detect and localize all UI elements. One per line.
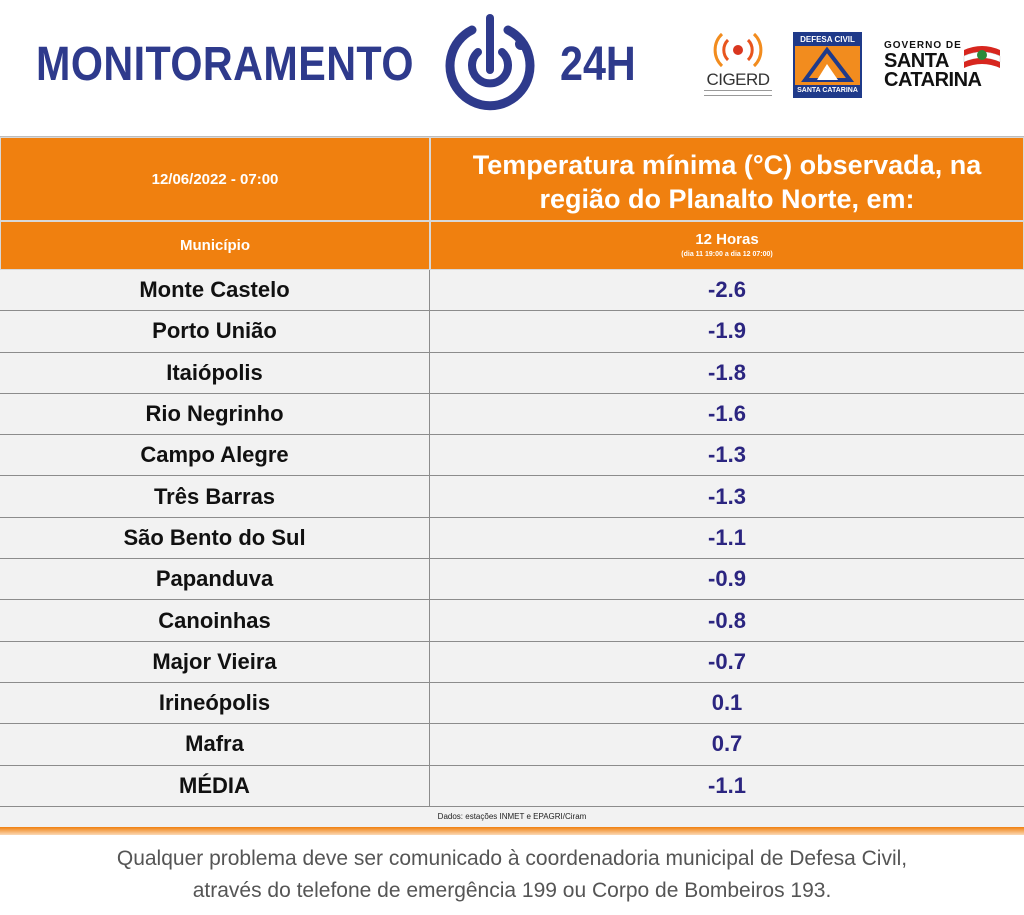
value-cell: -0.7 (708, 648, 746, 674)
brand-24h: 24H (560, 38, 636, 91)
table-row: Papanduva -0.9 (0, 559, 1024, 601)
table-row: Itaiópolis -1.8 (0, 352, 1024, 394)
municipio-cell: Porto União (0, 311, 430, 352)
value-cell: -0.8 (708, 607, 746, 633)
footer-line2: através do telefone de emergência 199 ou… (192, 879, 832, 902)
table-body: Monte Castelo -2.6 Porto União -1.9 Itaióp… (0, 270, 1024, 807)
value-cell: -1.3 (708, 442, 746, 468)
value-cell: -1.1 (708, 524, 746, 550)
municipio-cell: Três Barras (0, 476, 430, 517)
value-cell: 0.7 (711, 731, 743, 757)
triangle-icon (801, 46, 855, 82)
table-row: São Bento do Sul -1.1 (0, 517, 1024, 560)
governo-sc-logo: GOVERNO DE SANTA CATARINA (884, 40, 1004, 92)
municipio-cell: Monte Castelo (0, 270, 430, 311)
column-header-municipio: Município (0, 221, 430, 270)
defesa-bottom-text: SANTA CATARINA (795, 85, 860, 96)
table-row: Campo Alegre -1.3 (0, 435, 1024, 477)
value-cell: 0.1 (711, 690, 743, 716)
signal-icon (713, 32, 763, 68)
cigerd-logo: CIGERD (700, 28, 776, 100)
defesa-top-text: DEFESA CIVIL (795, 34, 860, 46)
period-label: 12 Horas (695, 231, 759, 248)
value-cell: -0.9 (708, 566, 746, 592)
table-row: Rio Negrinho -1.6 (0, 393, 1024, 436)
municipio-cell: Major Vieira (0, 641, 430, 682)
header: MONITORAMENTO 24H CIGERD DEFESA CIVIL SA… (0, 0, 1024, 137)
table-title-line2: região do Planalto Norte, em: (539, 184, 915, 214)
flag-icon (963, 46, 1001, 68)
defesa-civil-logo: DEFESA CIVIL SANTA CATARINA (793, 32, 862, 98)
footer-line1: Qualquer problema deve ser comunicado à … (116, 847, 908, 870)
cigerd-name: CIGERD (706, 70, 770, 89)
value-cell: -2.6 (708, 277, 746, 303)
value-cell: -1.6 (708, 401, 746, 427)
table-title: Temperatura mínima (°C) observada, na re… (430, 137, 1024, 221)
brand-title: MONITORAMENTO (36, 38, 414, 91)
value-cell: -1.1 (708, 772, 746, 798)
municipio-cell: Irineópolis (0, 682, 430, 724)
gov-line2: SANTA (884, 50, 949, 72)
table-row: Três Barras -1.3 (0, 476, 1024, 518)
table-row: Irineópolis 0.1 (0, 682, 1024, 725)
period-detail: (dia 11 19:00 a dia 12 07:00) (681, 251, 773, 258)
municipio-cell: Canoinhas (0, 600, 430, 641)
footer-notice: Qualquer problema deve ser comunicado à … (0, 835, 1024, 915)
divider-line (0, 827, 1024, 835)
gov-line1: GOVERNO DE (884, 40, 962, 51)
value-cell: -1.9 (708, 318, 746, 344)
municipio-cell: São Bento do Sul (0, 517, 430, 559)
municipio-cell: MÉDIA (0, 765, 430, 806)
table-row: Major Vieira -0.7 (0, 641, 1024, 683)
table-row: Porto União -1.9 (0, 311, 1024, 353)
municipio-cell: Rio Negrinho (0, 393, 430, 435)
table-title-line1: Temperatura mínima (°C) observada, na (472, 150, 982, 180)
value-cell: -1.3 (708, 483, 746, 509)
value-cell: -1.8 (708, 359, 746, 385)
column-header-period: 12 Horas (dia 11 19:00 a dia 12 07:00) (430, 221, 1024, 270)
average-row: MÉDIA -1.1 (0, 765, 1024, 807)
table-row: Canoinhas -0.8 (0, 600, 1024, 642)
municipio-cell: Papanduva (0, 559, 430, 600)
gov-line3: CATARINA (884, 69, 982, 91)
municipio-cell: Itaiópolis (0, 352, 430, 393)
municipio-cell: Mafra (0, 724, 430, 765)
datetime-cell: 12/06/2022 - 07:00 (0, 137, 430, 221)
table-row: Mafra 0.7 (0, 724, 1024, 766)
data-source-note: Dados: estações INMET e EPAGRI/Ciram (0, 807, 1024, 827)
municipio-cell: Campo Alegre (0, 435, 430, 476)
cigerd-subtitle-lines (704, 90, 772, 96)
table-row: Monte Castelo -2.6 (0, 270, 1024, 312)
power-icon (445, 14, 535, 111)
